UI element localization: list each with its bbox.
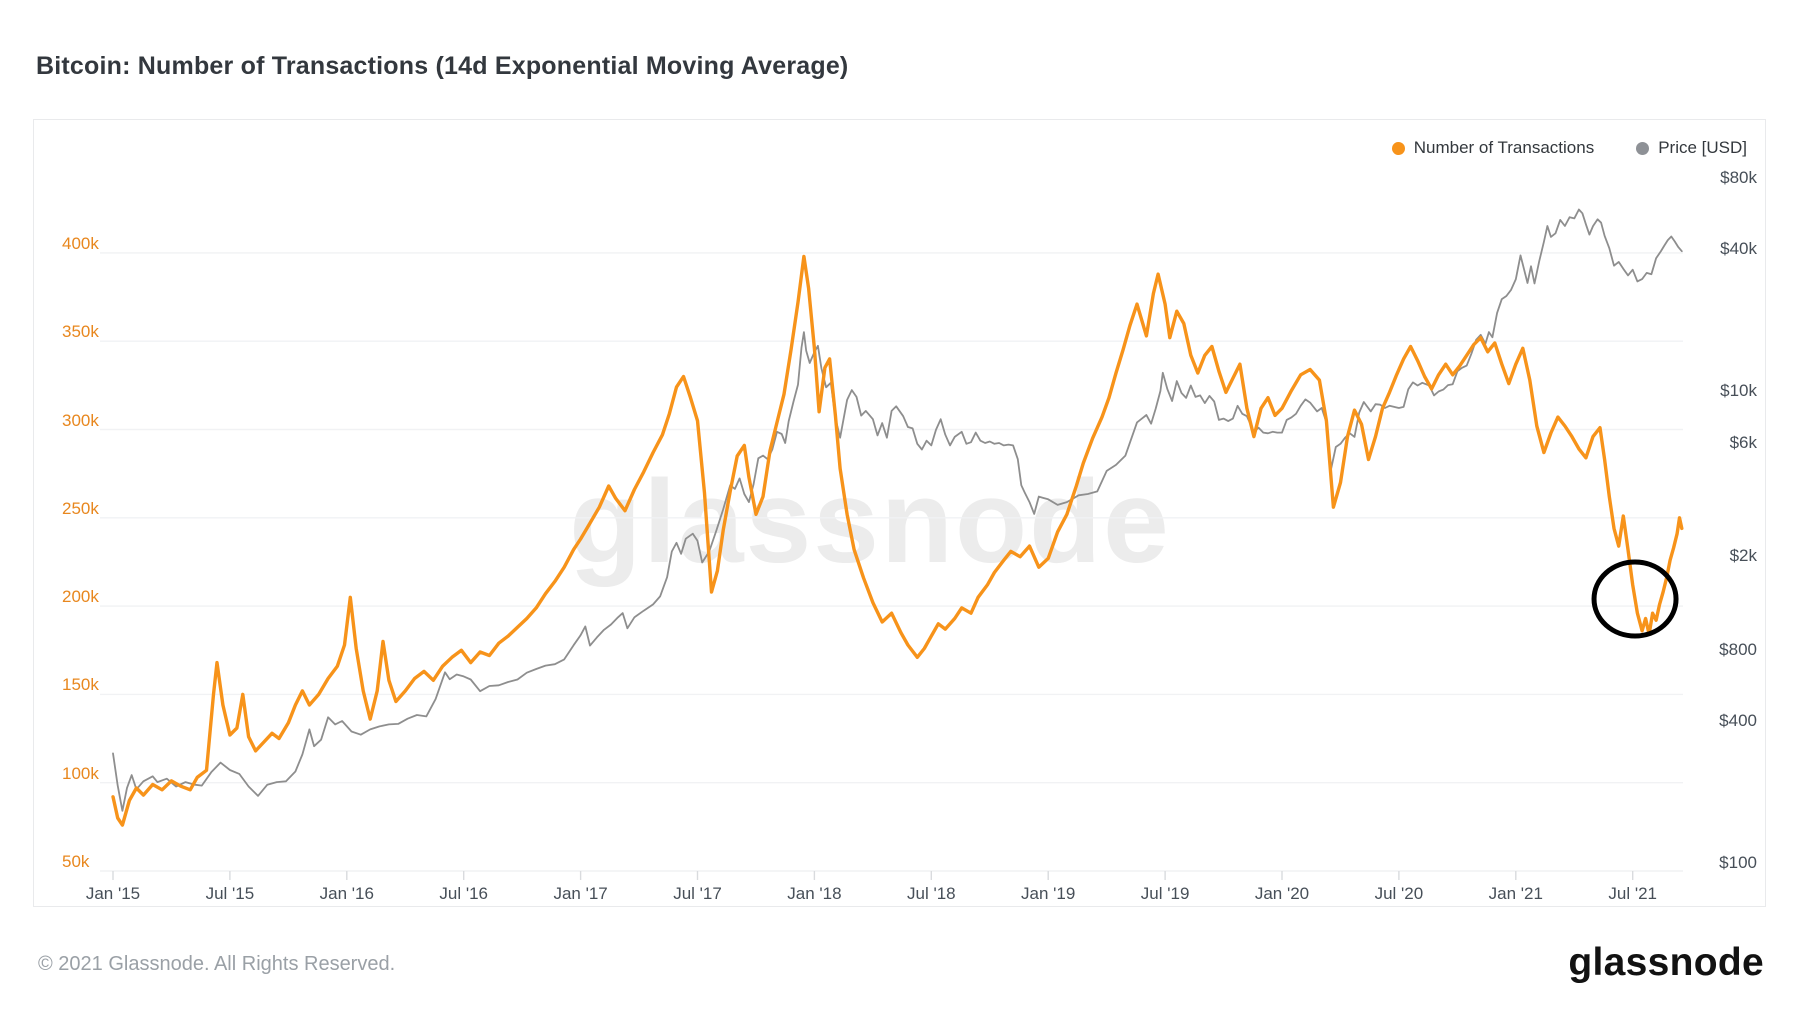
x-tick-label: Jan '21 [1488,884,1543,903]
y-right-tick-label: $6k [1729,433,1757,453]
transactions-series-dot-icon [1391,141,1405,155]
x-tick-label: Jul '18 [906,884,956,903]
y-right-tick-label: $400 [1719,710,1757,730]
chart-legend: Number of Transactions Price [USD] [1391,138,1747,158]
y-right-tick-label: $40k [1720,238,1757,258]
y-right-tick-label: $80k [1720,167,1757,187]
x-tick-label: Jul '19 [1140,884,1190,903]
y-left-tick-label: 350k [62,322,99,342]
x-tick-label: Jan '16 [319,884,374,903]
x-tick-label: Jan '17 [553,884,608,903]
x-tick-label: Jul '21 [1608,884,1657,903]
legend-item-price[interactable]: Price [USD] [1636,138,1747,158]
y-left-tick-label: 250k [62,498,99,518]
y-right-tick-label: $100 [1719,853,1757,872]
y-right-tick-label: $800 [1719,639,1757,659]
y-right-tick-label: $2k [1729,545,1757,565]
price-line [112,208,1683,812]
chart-panel [33,119,1766,907]
x-tick-label: Jan '20 [1254,884,1310,903]
x-tick-label: Jan '19 [1021,884,1076,903]
x-tick-label: Jan '15 [85,884,141,903]
glassnode-logo: glassnode [1568,941,1764,984]
x-tick-label: Jul '20 [1374,884,1424,903]
x-tick-label: Jul '16 [439,884,488,903]
annotation-circle [1591,559,1679,639]
transactions-line [111,254,1684,827]
y-right-tick-label: $10k [1720,381,1757,400]
x-tick-label: Jul '17 [673,884,722,903]
y-left-tick-label: 100k [62,763,99,783]
legend-label-price: Price [USD] [1658,138,1747,157]
y-left-tick-label: 50k [62,852,90,871]
legend-label-transactions: Number of Transactions [1413,138,1595,157]
footer-copyright: © 2021 Glassnode. All Rights Reserved. [38,953,396,975]
price-series-dot-icon [1636,141,1650,155]
y-left-tick-label: 200k [62,587,99,607]
x-tick-label: Jan '18 [787,884,842,903]
y-left-tick-label: 400k [62,233,99,253]
y-left-tick-label: 300k [62,410,99,430]
legend-item-transactions[interactable]: Number of Transactions [1391,138,1595,158]
page-title: Bitcoin: Number of Transactions (14d Exp… [36,52,849,80]
y-left-tick-label: 150k [62,675,99,695]
x-tick-label: Jul '15 [205,884,255,903]
